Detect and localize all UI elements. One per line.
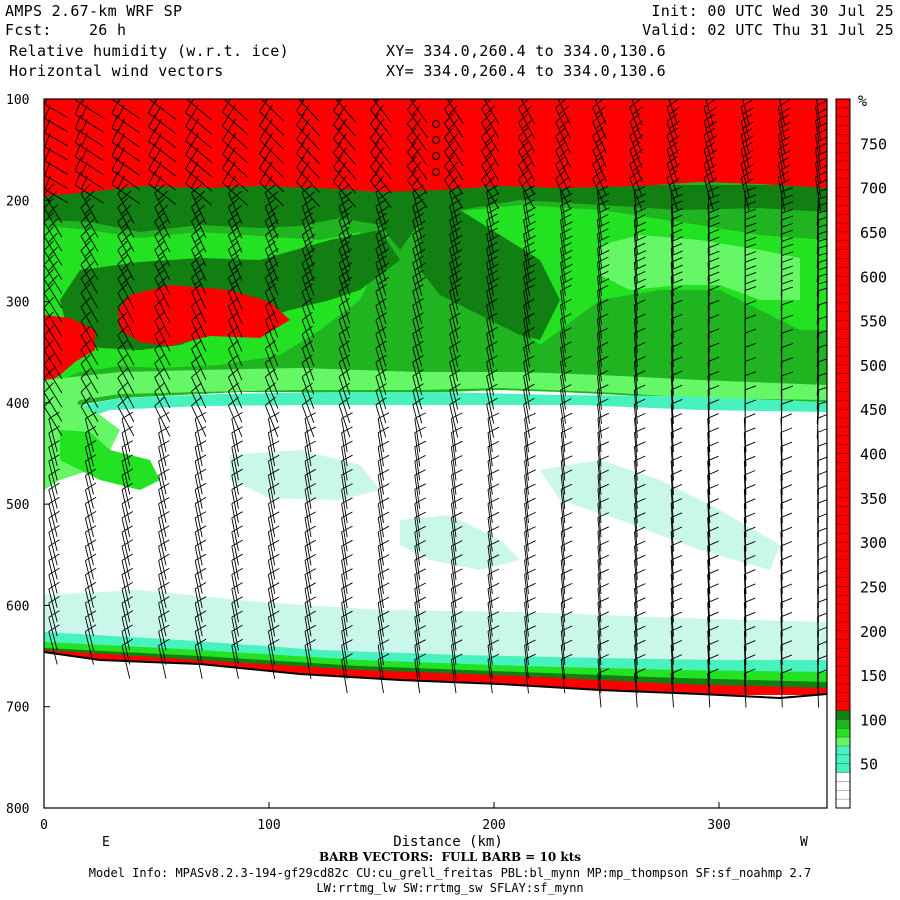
calm-circles [432,120,440,176]
calm-circle [432,168,440,176]
footer-model-info: Model Info: MPASv8.2.3-194-gf29cd82c CU:… [88,866,812,880]
x-tick-label: 0 [40,818,48,833]
rh-red-pocket [118,285,290,346]
rh-dark-green-upper-band [44,185,827,250]
y-tick-label: 100 [6,93,29,108]
x-tick-label: 300 [707,818,730,833]
colorbar-label: 600 [860,268,887,286]
header-init: Init: 00 UTC Wed 30 Jul 25 [651,2,894,20]
header-model: AMPS 2.67-km WRF SP [5,2,183,20]
y-tick-label: 700 [6,701,29,716]
y-tick-label: 300 [6,296,29,311]
plot-frame [43,98,828,809]
colorbar-unit: % [858,92,867,110]
footer-barb-note: BARB VECTORS: FULL BARB = 10 kts [318,850,582,864]
footer-model-info-2: LW:rrtmg_lw SW:rrtmg_sw SFLAY:sf_mynn [316,881,584,895]
rh-fill-layers [44,99,827,808]
y-axis: 100 200 300 400 500 600 700 800 [6,93,50,817]
rh-pale-patch-3 [400,515,520,570]
colorbar-label: 450 [860,401,887,419]
x-tick-label: 100 [257,818,280,833]
colorbar-label: 650 [860,224,887,242]
x-tick-label: 200 [482,818,505,833]
x-end-label-east: E [102,835,110,850]
colorbar-label: 550 [860,313,887,331]
rh-light-green-patch [600,235,800,300]
terrain-surface-line [44,651,827,700]
header-field2: Horizontal wind vectors [9,62,224,80]
rh-red-left-edge [44,315,95,385]
header-xy2: XY= 334.0,260.4 to 334.0,130.6 [386,62,666,80]
y-tick-label: 400 [6,397,29,412]
colorbar-label: 200 [860,623,887,641]
colorbar-label: 250 [860,578,887,596]
rh-upper-red-layer [44,99,827,196]
terrain-below-surface [44,652,827,808]
rh-pale-patch-4 [44,590,827,660]
colorbar-label: 350 [860,490,887,508]
y-tick-label: 600 [6,599,29,614]
y-tick-label: 200 [6,194,29,209]
colorbar-frame [835,98,851,809]
plot-area [44,99,827,808]
colorbar-label: 300 [860,534,887,552]
rh-left-plume-green [60,430,160,490]
y-tick-label: 800 [6,802,29,817]
rh-lower-edge-light-green [44,368,827,440]
calm-circle [432,152,440,160]
x-axis: 0 100 200 300 [40,802,731,833]
colorbar-label: 50 [860,756,878,774]
colorbar-band [836,99,850,711]
header-field1: Relative humidity (w.r.t. ice) [9,42,289,60]
wind-barbs [44,99,827,708]
y-tick-label: 500 [6,498,29,513]
header-xy1: XY= 334.0,260.4 to 334.0,130.6 [386,42,666,60]
colorbar-label: 100 [860,711,887,729]
wind-barb-paths [44,99,827,708]
x-axis-title: Distance (km) [393,834,503,850]
calm-circle [432,136,440,144]
calm-circle [432,120,440,128]
colorbar-label: 500 [860,357,887,375]
colorbar: 50 100 150 200 250 300 350 400 450 500 550 600 650 70… [835,98,887,809]
colorbar-label: 150 [860,667,887,685]
x-end-label-west: W [800,835,808,850]
colorbar-label: 700 [860,180,887,198]
colorbar-label: 750 [860,135,887,153]
colorbar-band [836,710,850,720]
header-fcst: Fcst: 26 h [5,21,127,39]
colorbar-label: 400 [860,446,887,464]
colorbar-band [836,719,850,729]
header-valid: Valid: 02 UTC Thu 31 Jul 25 [642,21,894,39]
colorbar-band [836,737,850,746]
colorbar-band [836,728,850,738]
colorbar-band [836,745,850,773]
